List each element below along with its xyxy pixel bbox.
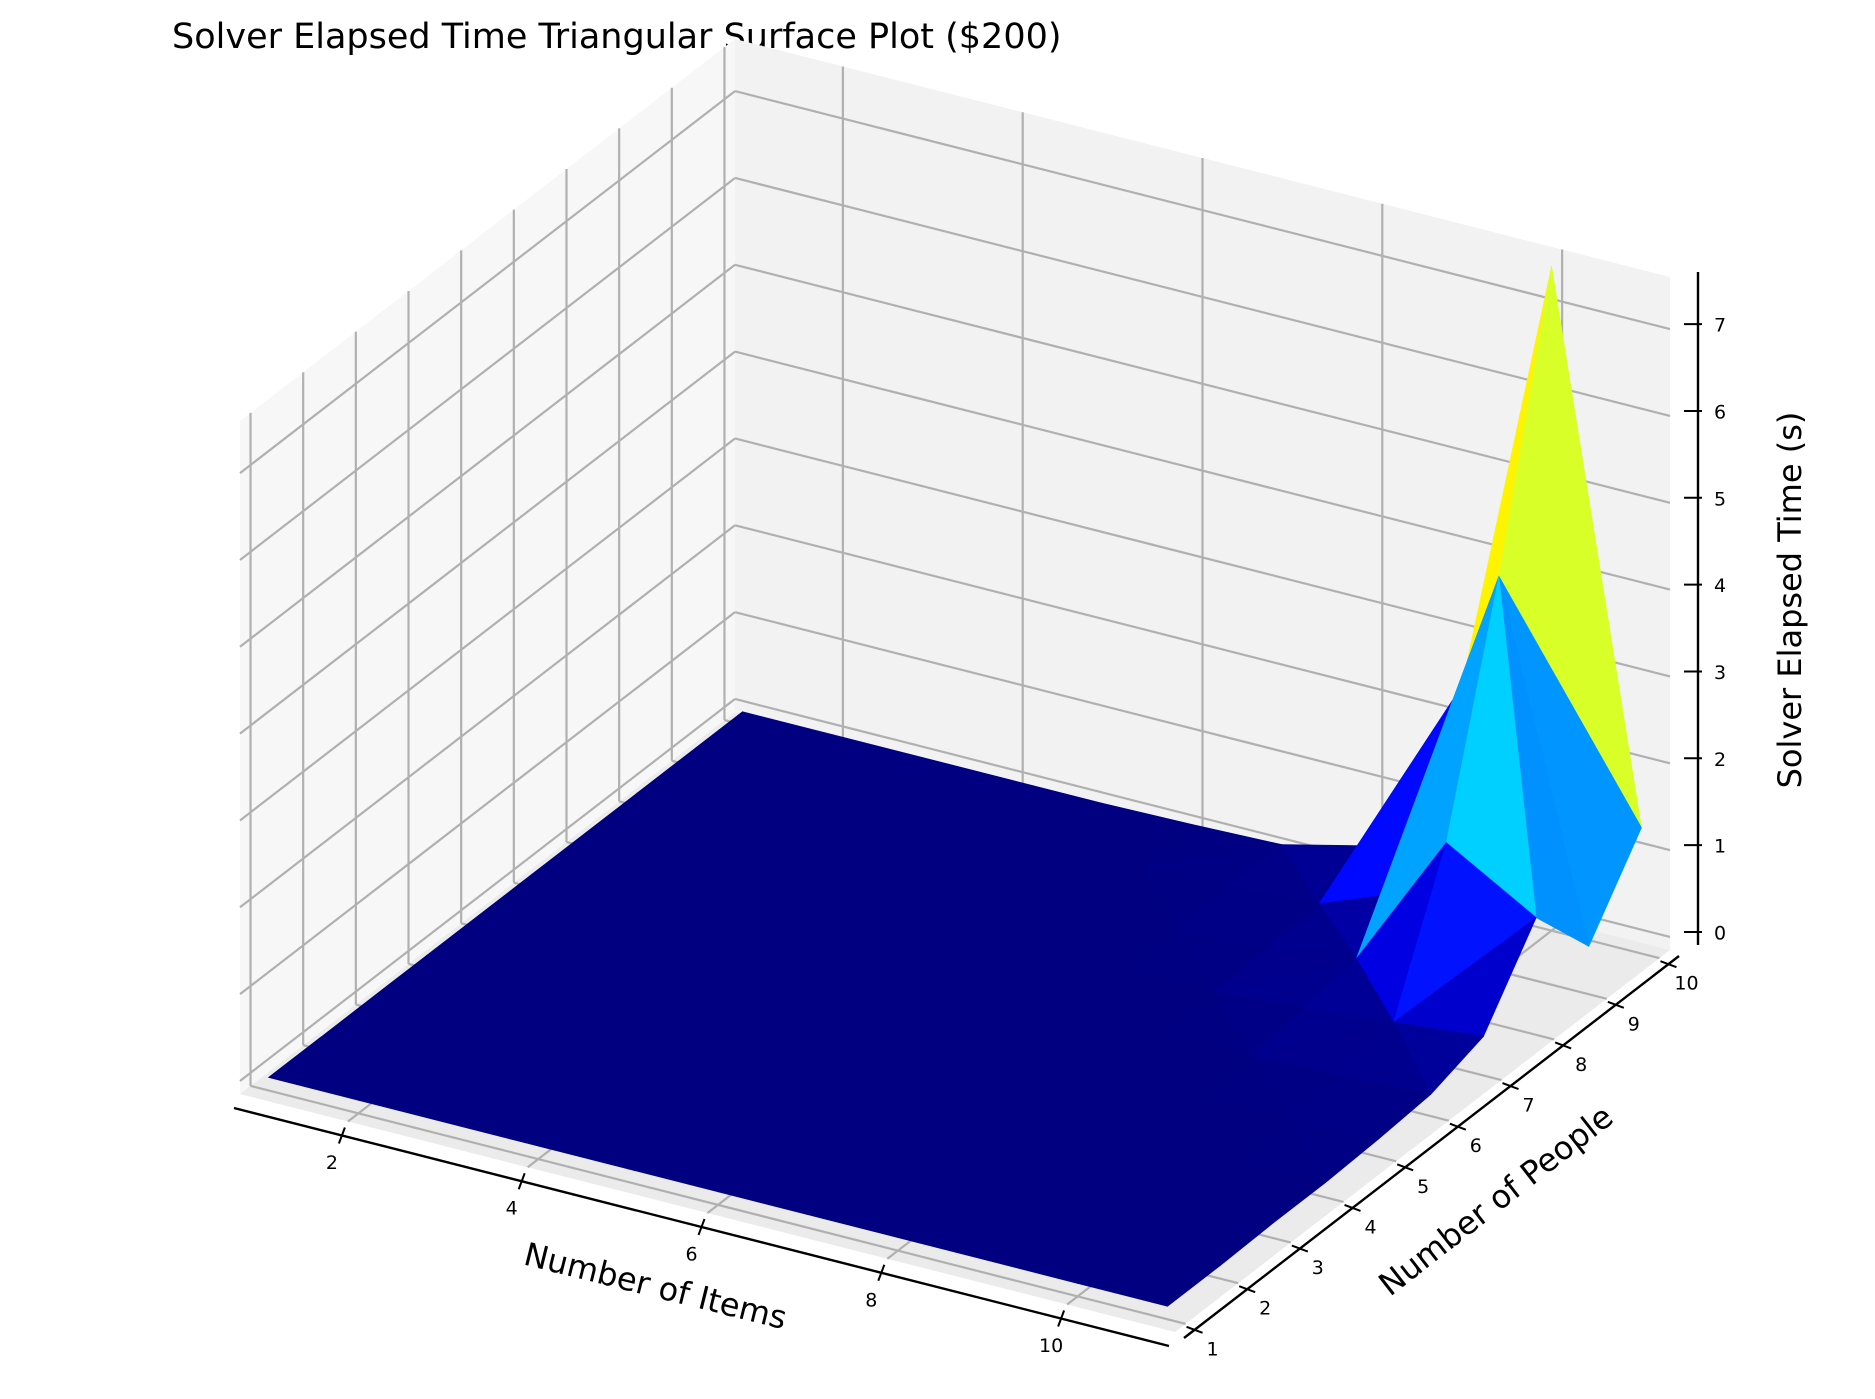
surface-triangle: [987, 1219, 1078, 1284]
y-axis: [1183, 955, 1680, 1339]
z-tick-label: 5: [1714, 488, 1726, 510]
chart-title: Solver Elapsed Time Triangular Surface P…: [172, 17, 1062, 57]
grid-line: [734, 90, 1671, 331]
grid-line: [239, 698, 736, 1082]
z-tick-label: 2: [1714, 749, 1726, 771]
grid-line: [239, 437, 736, 822]
grid-line: [239, 263, 736, 648]
y-tick-label: 2: [1259, 1298, 1271, 1320]
surface-triangle: [627, 1128, 719, 1193]
x-tick-label: 10: [1039, 1335, 1063, 1357]
left-pane: [240, 39, 735, 1094]
z-tick-label: 7: [1714, 315, 1726, 337]
grid-line: [734, 176, 1671, 418]
z-tick-label: 1: [1714, 836, 1726, 858]
y-tick: [1396, 1163, 1414, 1172]
x-tick: [517, 1172, 526, 1190]
x-tick-label: 8: [865, 1289, 877, 1311]
x-tick-label: 4: [506, 1198, 518, 1220]
x-tick-label: 6: [685, 1244, 697, 1266]
y-tick-label: 6: [1470, 1135, 1482, 1157]
y-tick-label: 5: [1417, 1176, 1429, 1198]
y-tick: [1238, 1285, 1256, 1294]
grid-line: [250, 1084, 1186, 1325]
x-tick: [697, 1218, 706, 1236]
surface-triangle: [268, 1036, 359, 1101]
surface-triangle: [447, 1082, 539, 1147]
grid-line: [239, 177, 736, 561]
y-tick-label: 9: [1628, 1013, 1640, 1035]
z-tick-label: 0: [1714, 922, 1726, 944]
y-tick-label: 3: [1312, 1257, 1324, 1279]
x-tick-label: 2: [326, 1152, 338, 1174]
y-tick-label: 7: [1522, 1095, 1534, 1117]
grid-line: [239, 524, 736, 909]
surface-triangle: [807, 1173, 899, 1238]
grid-line: [239, 350, 736, 735]
x-tick: [1057, 1310, 1066, 1327]
y-tick: [1554, 1041, 1572, 1050]
y-tick-label: 1: [1206, 1338, 1218, 1360]
grid-line: [239, 611, 736, 996]
y-tick: [1660, 960, 1677, 969]
grid-line: [239, 90, 736, 474]
y-tick: [1186, 1325, 1203, 1334]
z-tick-label: 3: [1714, 662, 1726, 684]
y-tick-label: 8: [1575, 1054, 1587, 1076]
y-tick: [1449, 1122, 1467, 1131]
y-tick: [1291, 1244, 1309, 1253]
y-tick-label: 10: [1674, 973, 1698, 995]
surface-triangle: [1077, 1265, 1221, 1307]
x-tick: [337, 1127, 346, 1144]
surface: [268, 265, 1642, 1307]
y-tick-label: 4: [1364, 1216, 1376, 1238]
x-axis-label: Number of Items: [520, 1235, 790, 1337]
y-tick: [1502, 1082, 1519, 1090]
y-tick: [1607, 1000, 1625, 1009]
z-tick-label: 6: [1714, 401, 1726, 423]
x-tick: [877, 1264, 886, 1282]
y-tick: [1344, 1204, 1361, 1212]
z-tick-label: 4: [1714, 575, 1726, 597]
z-axis-label: Solver Elapsed Time (s): [1771, 412, 1809, 789]
